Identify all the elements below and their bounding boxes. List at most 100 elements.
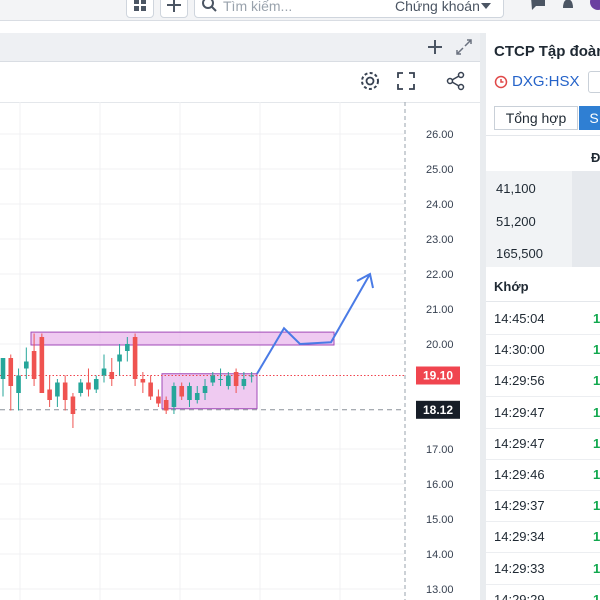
match-price: 1 (593, 529, 600, 545)
clock-icon (494, 75, 508, 89)
match-price: 1 (593, 591, 600, 600)
candle-body (132, 337, 138, 379)
crosshair-price-text: 18.12 (423, 403, 453, 417)
consolidation-zone (161, 373, 258, 410)
company-name: CTCP Tập đoàn (494, 43, 600, 60)
stock-symbol[interactable]: DXG:HSX (512, 73, 580, 90)
candle-body (202, 386, 208, 393)
match-time: 14:29:47 (494, 435, 545, 451)
plus-icon (167, 0, 181, 12)
candle-body (16, 375, 21, 393)
candle-body (86, 382, 91, 390)
fullscreen-icon[interactable] (397, 72, 415, 90)
list-item: 14:29:33 1 (486, 553, 600, 585)
match-price: 1 (593, 404, 600, 420)
match-time: 14:29:56 (494, 373, 545, 389)
search-input[interactable]: Tìm kiếm... (223, 0, 293, 14)
table-header-row: Đ (486, 135, 600, 172)
list-item: 14:29:47 1 (486, 397, 600, 429)
candle-body (179, 386, 185, 397)
match-price: 1 (593, 498, 600, 514)
list-item: 14:29:29 1 (486, 584, 600, 600)
candle-body (78, 382, 83, 393)
avatar[interactable] (590, 0, 600, 10)
forecast-arrowhead (356, 272, 374, 289)
summary-value: 165,500 (496, 246, 543, 261)
candle-body (117, 354, 122, 362)
add-button[interactable] (160, 0, 188, 18)
chart-grid (0, 102, 406, 600)
candle-body (8, 358, 14, 386)
candle-body (210, 375, 216, 383)
bell-icon[interactable] (560, 0, 576, 12)
edit-symbol-button[interactable] (588, 71, 600, 93)
tab-second[interactable]: S (579, 106, 600, 130)
candle-series (0, 333, 254, 428)
tab-summary[interactable]: Tổng hợp (494, 106, 578, 130)
grid-icon (134, 0, 146, 11)
candle-body (70, 396, 76, 414)
expand-icon[interactable] (456, 39, 472, 55)
match-price: 1 (593, 342, 600, 358)
crosshair-price-tag: 18.12 (416, 400, 460, 419)
chart-toolbar (0, 62, 480, 103)
tab-summary-label: Tổng hợp (505, 110, 567, 126)
candle-body (62, 382, 68, 400)
stock-info-panel: CTCP Tập đoàn DXG:HSX Tổng hợp S Đ 41,10… (486, 33, 600, 600)
match-time: 14:29:29 (494, 591, 545, 600)
y-tick-label: 16.00 (426, 479, 454, 491)
matched-label: Khớp (494, 279, 529, 294)
list-item: 14:29:34 1 (486, 521, 600, 554)
add-indicator-icon[interactable] (428, 40, 442, 54)
candle-body (249, 375, 254, 377)
gear-icon[interactable] (359, 70, 381, 92)
y-tick-label: 23.00 (426, 234, 454, 246)
chart-panel: 26.00 25.00 24.00 23.00 22.00 21.00 20.00 17.00… (0, 33, 480, 600)
y-tick-label: 25.00 (426, 164, 454, 176)
y-tick-label: 24.00 (426, 199, 454, 211)
match-time: 14:29:46 (494, 467, 545, 482)
share-icon[interactable] (446, 71, 466, 91)
candle-body (125, 344, 130, 351)
candlestick-chart[interactable]: 26.00 25.00 24.00 23.00 22.00 21.00 20.00 17.00… (0, 102, 480, 600)
candle-body (140, 379, 146, 383)
top-toolbar: Tìm kiếm... Chứng khoán (0, 0, 600, 21)
category-select[interactable]: Chứng khoán (395, 0, 480, 14)
y-tick-label: 13.00 (426, 584, 454, 596)
candle-body (101, 368, 107, 376)
y-tick-label: 21.00 (426, 304, 454, 316)
match-price: 1 (593, 560, 600, 576)
price-axis: 26.00 25.00 24.00 23.00 22.00 21.00 20.00 17.00… (416, 129, 460, 596)
list-item: 14:29:56 1 (486, 365, 600, 398)
candle-body (156, 396, 161, 404)
panel-divider[interactable] (480, 33, 486, 600)
last-price-tag: 19.10 (416, 366, 460, 385)
chat-icon[interactable] (530, 0, 548, 12)
y-tick-label: 17.00 (426, 444, 454, 456)
match-time: 14:29:47 (494, 404, 545, 420)
last-price-tag-bg (416, 366, 460, 385)
match-time: 14:45:04 (494, 311, 545, 326)
candle-body (233, 372, 239, 386)
match-price: 1 (593, 311, 600, 326)
match-time: 14:29:33 (494, 560, 545, 576)
candle-body (31, 351, 37, 379)
summary-block: 41,100 51,200 165,500 (486, 171, 600, 267)
summary-value: 41,100 (496, 181, 536, 196)
crosshair-tag-bg (416, 400, 460, 419)
grid-layout-button[interactable] (126, 0, 154, 18)
chevron-down-icon (481, 3, 491, 9)
search-box[interactable]: Tìm kiếm... Chứng khoán (194, 0, 504, 18)
search-icon (202, 0, 217, 12)
forecast-arrow (256, 273, 371, 375)
candle-body (24, 361, 29, 369)
match-price: 1 (593, 373, 600, 389)
candle-body (0, 358, 6, 379)
candle-body (55, 382, 60, 397)
candle-body (218, 379, 223, 380)
candle-body (148, 382, 153, 397)
y-tick-label: 22.00 (426, 269, 454, 281)
column-header: Đ (591, 150, 600, 165)
y-tick-label: 20.00 (426, 339, 454, 351)
match-time: 14:29:37 (494, 498, 545, 514)
